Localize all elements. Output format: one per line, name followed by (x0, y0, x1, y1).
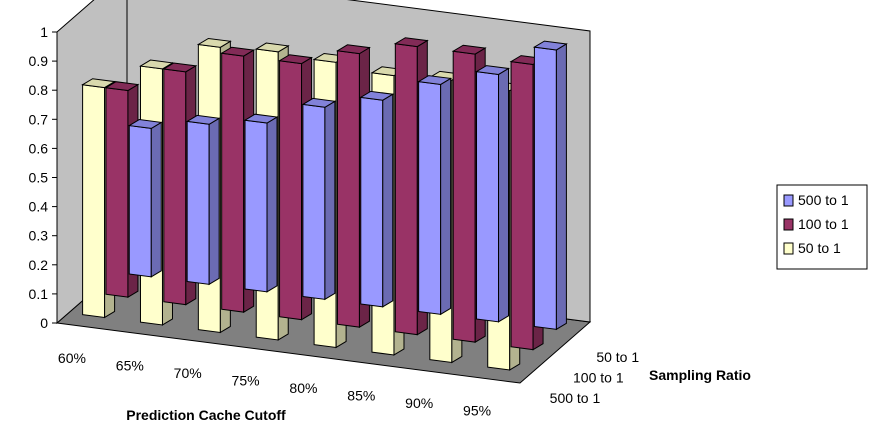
x-tick-label: 85% (347, 387, 375, 403)
y-tick-label: 0.6 (29, 140, 49, 156)
legend-swatch (783, 218, 794, 231)
bar (417, 75, 453, 316)
x-tick-label: 65% (116, 357, 144, 373)
depth-axis-title: Sampling Ratio (649, 367, 751, 383)
y-tick-label: 0 (40, 315, 48, 331)
y-tick-label: 0.2 (29, 257, 49, 273)
depth-tick-label: 100 to 1 (573, 370, 624, 386)
bar (359, 90, 395, 308)
x-tick-label: 75% (232, 372, 260, 388)
x-tick-label: 90% (405, 395, 433, 411)
y-tick-label: 0.7 (29, 111, 49, 127)
y-tick-label: 0.4 (29, 199, 49, 215)
chart-bars (81, 37, 568, 371)
y-tick-label: 0.9 (29, 53, 49, 69)
legend-swatch (783, 194, 794, 207)
x-axis-title: Prediction Cache Cutoff (126, 407, 286, 423)
legend-swatch (783, 242, 794, 255)
depth-tick-label: 50 to 1 (596, 349, 639, 365)
legend-label: 100 to 1 (798, 216, 849, 232)
chart-axes: 0 0.1 0.2 0.3 0.4 0.5 0.6 0.7 0.8 0.9 1 60% 65% 70% 75… (29, 24, 640, 418)
x-tick-label: 80% (289, 380, 317, 396)
y-tick-label: 1 (40, 24, 48, 40)
y-tick-label: 0.5 (29, 170, 49, 186)
bar (185, 114, 221, 286)
bar (301, 97, 337, 301)
legend-label: 50 to 1 (798, 240, 841, 256)
y-tick-label: 0.3 (29, 228, 49, 244)
bar (475, 65, 511, 323)
legend: 500 to 1 100 to 1 50 to 1 (776, 184, 868, 270)
bar (127, 119, 163, 278)
x-tick-label: 60% (58, 350, 86, 366)
depth-tick-label: 500 to 1 (550, 390, 601, 406)
bar (243, 113, 279, 293)
y-tick-label: 0.8 (29, 82, 49, 98)
bar (532, 40, 568, 331)
x-tick-label: 95% (463, 402, 491, 418)
x-tick-label: 70% (174, 365, 202, 381)
legend-label: 500 to 1 (798, 192, 849, 208)
y-tick-label: 0.1 (29, 286, 49, 302)
